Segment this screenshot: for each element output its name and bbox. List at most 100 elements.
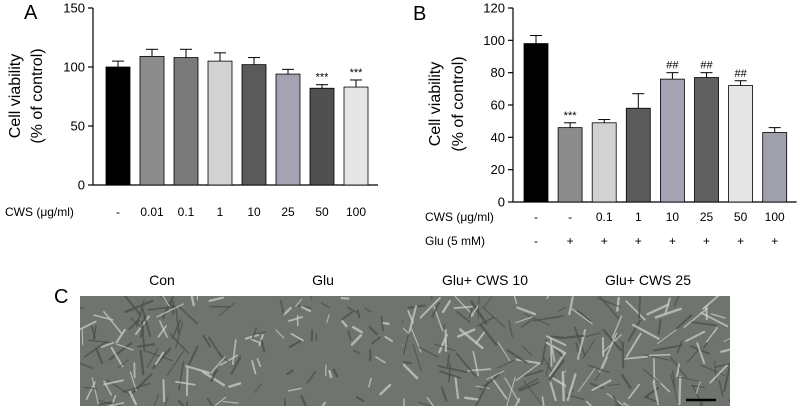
cell-mark	[92, 325, 97, 341]
cell-mark	[453, 305, 474, 309]
cell-mark	[297, 305, 312, 309]
cell-mark	[454, 376, 460, 400]
cell-mark	[117, 359, 129, 369]
cell-mark	[351, 325, 363, 334]
cell-mark	[352, 349, 361, 355]
cell-mark	[542, 356, 558, 382]
cell-mark	[589, 382, 604, 390]
cell-mark	[328, 369, 333, 379]
x-tick-label: 50	[734, 210, 748, 224]
x-tick-label: 10	[666, 210, 680, 224]
cell-mark	[136, 343, 156, 348]
cell-mark	[596, 297, 621, 308]
cell-mark	[124, 296, 142, 317]
cell-mark	[408, 305, 418, 333]
panel-label-a: A	[24, 2, 38, 24]
cell-mark	[202, 334, 212, 348]
x-tick-label-row2: +	[601, 234, 608, 248]
cell-mark	[648, 353, 671, 357]
significance-label: ##	[666, 60, 679, 72]
cell-mark	[521, 345, 532, 356]
x-tick-label-row2: -	[534, 234, 538, 248]
cell-mark	[210, 368, 218, 383]
cell-mark	[625, 332, 642, 358]
cell-mark	[185, 365, 210, 374]
cell-mark	[332, 368, 339, 378]
cell-mark	[418, 346, 439, 358]
cell-mark	[106, 402, 125, 406]
cell-mark	[110, 394, 117, 406]
bar	[343, 86, 369, 186]
x-row-label: CWS (μg/ml)	[425, 210, 494, 224]
cell-mark	[683, 307, 709, 328]
cell-mark	[326, 314, 330, 324]
cell-mark	[162, 379, 166, 403]
cell-mark	[341, 311, 353, 320]
x-tick-label-row2: +	[703, 234, 710, 248]
cell-mark	[657, 319, 662, 336]
cell-mark	[574, 326, 586, 356]
micrograph-title-glu-cws25: Glu+ CWS 25	[605, 272, 691, 288]
cell-mark	[419, 296, 441, 319]
cell-mark	[673, 296, 680, 307]
x-tick-label: -	[568, 210, 572, 224]
x-tick-label: 1	[635, 210, 642, 224]
cell-mark	[115, 328, 126, 344]
cell-mark	[515, 316, 533, 324]
cell-mark	[175, 322, 183, 349]
cell-mark	[610, 315, 623, 341]
cell-mark	[549, 381, 557, 402]
cell-mark	[251, 360, 257, 375]
cell-mark	[524, 369, 544, 377]
cell-mark	[206, 397, 214, 406]
cell-mark	[254, 383, 262, 393]
significance-label: ***	[564, 110, 578, 122]
cell-mark	[156, 303, 184, 318]
significance-label: ***	[316, 72, 330, 84]
y-axis-label-units: (% of control)	[29, 48, 46, 143]
cell-mark	[157, 325, 167, 338]
cell-mark	[431, 302, 440, 318]
cell-mark	[186, 345, 199, 369]
cell-mark	[472, 350, 480, 377]
cell-mark	[723, 337, 730, 343]
cell-mark	[441, 299, 452, 314]
bar	[523, 43, 549, 203]
cell-mark	[546, 335, 567, 347]
cell-mark	[364, 307, 372, 313]
significance-label: ***	[350, 67, 364, 79]
cell-mark	[696, 342, 706, 365]
y-axis-label: Cell viability	[7, 54, 24, 138]
cell-mark	[154, 351, 165, 366]
y-tick-label: 20	[491, 162, 505, 177]
cell-mark	[676, 340, 683, 354]
cell-mark	[714, 362, 730, 369]
cell-mark	[518, 381, 540, 392]
bar	[762, 132, 788, 203]
cell-mark	[375, 356, 386, 364]
cell-mark	[403, 362, 419, 380]
cell-mark	[446, 353, 450, 368]
bar	[309, 87, 335, 186]
cell-mark	[550, 335, 566, 340]
cell-mark	[624, 355, 648, 360]
cell-mark	[541, 396, 545, 406]
cell-mark	[606, 392, 626, 406]
x-tick-label-row2: +	[669, 234, 676, 248]
cell-mark	[623, 402, 630, 406]
cell-mark	[672, 370, 676, 389]
x-row-label: Glu (5 mM)	[425, 234, 485, 248]
cell-mark	[513, 296, 518, 304]
y-tick-label: 150	[63, 1, 85, 16]
cell-mark	[145, 350, 173, 362]
bar	[557, 127, 583, 203]
cell-mark	[309, 296, 313, 301]
cell-mark	[643, 354, 671, 361]
cell-mark	[486, 370, 505, 380]
cell-mark	[545, 341, 567, 356]
y-tick-label: 120	[483, 1, 505, 16]
cell-mark	[214, 396, 227, 406]
x-tick-label-row2: +	[635, 234, 642, 248]
cell-mark	[625, 300, 646, 321]
